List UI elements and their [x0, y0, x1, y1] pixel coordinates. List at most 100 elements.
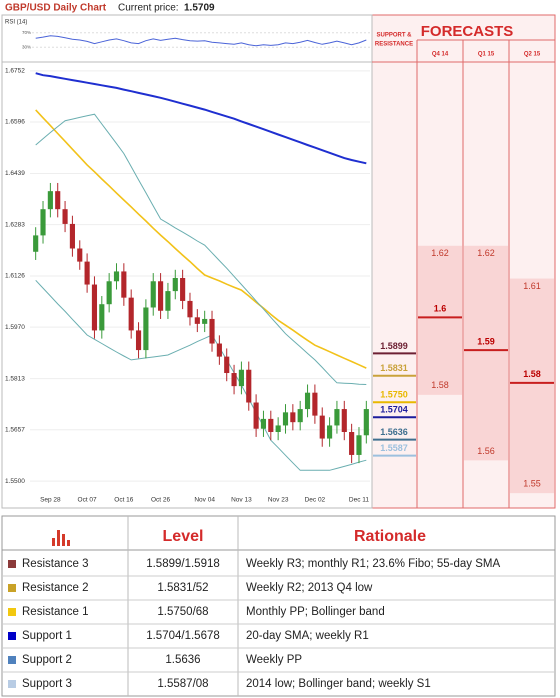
x-tick-label: Dec 02 [305, 497, 326, 504]
rsi-tick-label: 70% [22, 30, 31, 35]
forecast-title: FORECASTS [421, 23, 514, 40]
candle-body [327, 425, 333, 439]
forecast-high: 1.62 [477, 248, 495, 258]
forecast-high: 1.61 [523, 281, 541, 291]
row-rationale: Weekly PP [246, 654, 302, 666]
candle-body [224, 356, 230, 374]
forecast-range [464, 245, 508, 461]
chart-frame [1, 14, 373, 509]
indicator-line [35, 109, 367, 369]
rsi-tick-label: 30% [22, 44, 31, 49]
candle-body [341, 409, 347, 433]
row-name: Support 2 [22, 654, 72, 666]
icon-bar [57, 530, 60, 546]
row-swatch [8, 560, 16, 568]
y-tick-label: 1.5970 [5, 324, 25, 331]
icon-bar [62, 534, 65, 546]
y-tick-label: 1.5657 [5, 426, 25, 433]
level-label: 1.5704 [380, 405, 408, 415]
x-tick-label: Nov 04 [194, 497, 215, 504]
row-name: Resistance 2 [22, 582, 88, 594]
candle-body [231, 373, 237, 387]
level-label: 1.5750 [380, 390, 408, 400]
row-swatch [8, 608, 16, 616]
row-level: 1.5587/08 [157, 678, 208, 690]
level-label: 1.5636 [380, 427, 408, 437]
forecast-column: Q4 14 [432, 52, 449, 58]
candle-body [268, 418, 274, 433]
candle-body [158, 281, 164, 311]
indicator-line [35, 113, 367, 385]
row-rationale: Weekly R2; 2013 Q4 low [246, 582, 373, 594]
candle-body [99, 304, 105, 331]
y-tick-label: 1.6126 [5, 273, 25, 280]
candle-body [84, 261, 90, 285]
candle-body [275, 425, 281, 433]
forecast-mid-label: 1.6 [434, 304, 447, 314]
rsi-line [35, 35, 367, 47]
y-tick-label: 1.5813 [5, 375, 25, 382]
candle-body [297, 409, 303, 423]
forecast-high: 1.62 [431, 248, 449, 258]
candle-body [202, 318, 208, 324]
candle-body [33, 235, 39, 252]
candle-body [143, 307, 149, 351]
candle-body [312, 392, 318, 416]
row-level: 1.5831/52 [157, 582, 208, 594]
candle-body [150, 281, 156, 308]
forecast-low: 1.56 [477, 446, 495, 456]
x-tick-label: Oct 07 [78, 497, 98, 504]
forecast-low: 1.58 [431, 380, 449, 390]
candle-body [253, 402, 259, 429]
chart-title: GBP/USD Daily Chart [5, 3, 107, 14]
row-name: Support 3 [22, 678, 72, 690]
y-tick-label: 1.6439 [5, 170, 25, 177]
candle-body [216, 343, 222, 357]
row-swatch [8, 632, 16, 640]
forecast-mid-label: 1.59 [477, 336, 495, 346]
forecast-column: Q1 15 [478, 52, 495, 58]
levels-title: SUPPORT & [376, 33, 412, 39]
y-tick-label: 1.6283 [5, 221, 25, 228]
row-level: 1.5750/68 [157, 606, 208, 618]
forecast-range [418, 245, 462, 395]
row-level: 1.5704/1.5678 [146, 630, 220, 642]
x-tick-label: Nov 13 [231, 497, 252, 504]
level-label: 1.5899 [380, 341, 408, 351]
candle-body [304, 392, 311, 410]
forecast-column: Q2 15 [524, 52, 541, 58]
x-tick-label: Nov 23 [268, 497, 289, 504]
row-swatch [8, 584, 16, 592]
row-rationale: 2014 low; Bollinger band; weekly S1 [246, 678, 431, 690]
row-rationale: Weekly R3; monthly R1; 23.6% Fibo; 55-da… [246, 558, 501, 570]
table-header: Rationale [354, 528, 426, 545]
indicator-line [35, 279, 367, 471]
candle-body [77, 248, 83, 262]
candle-body [282, 412, 289, 426]
forecast-low: 1.55 [523, 479, 541, 489]
levels-title: RESISTANCE [375, 42, 413, 48]
candle-body [363, 409, 369, 436]
table-icon [52, 530, 70, 546]
row-swatch [8, 680, 16, 688]
level-label: 1.5831 [380, 363, 408, 373]
candle-body [172, 277, 178, 292]
table-header: Level [163, 528, 204, 545]
candle-body [319, 415, 325, 439]
row-rationale: Monthly PP; Bollinger band [246, 606, 385, 618]
candle-body [165, 291, 171, 311]
candle-body [356, 435, 362, 455]
candle-body [238, 369, 244, 387]
candle-body [290, 412, 296, 423]
icon-bar [52, 538, 55, 546]
candle-body [349, 432, 355, 455]
candle-body [106, 281, 112, 305]
forecast-range [510, 278, 554, 494]
x-tick-label: Dec 11 [349, 497, 369, 504]
current-price: 1.5709 [184, 3, 215, 14]
rsi-title: RSI (14) [5, 20, 27, 26]
candle-body [187, 300, 193, 318]
candle-body [121, 271, 127, 298]
